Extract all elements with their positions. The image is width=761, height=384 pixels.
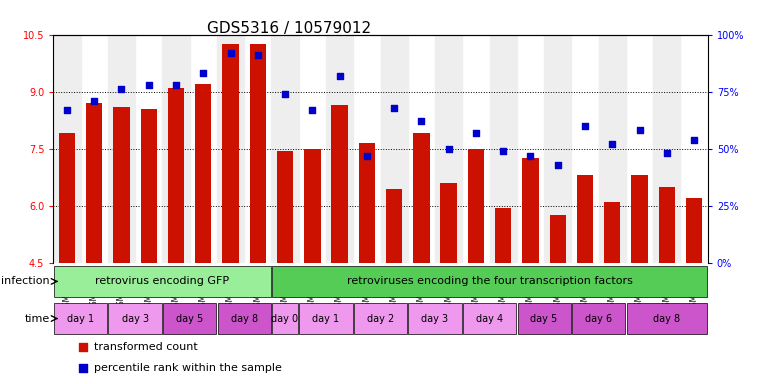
Bar xyxy=(217,35,244,263)
Bar xyxy=(544,35,572,263)
Point xyxy=(361,152,373,159)
Text: day 5: day 5 xyxy=(530,313,558,324)
Point xyxy=(252,52,264,58)
Point xyxy=(416,118,428,124)
Point xyxy=(224,50,237,56)
Bar xyxy=(141,109,157,263)
Bar xyxy=(272,266,707,297)
Text: transformed count: transformed count xyxy=(94,342,198,352)
Text: day 8: day 8 xyxy=(231,313,258,324)
Bar xyxy=(195,84,212,263)
Bar xyxy=(218,303,271,334)
Bar xyxy=(380,35,408,263)
Point xyxy=(579,123,591,129)
Point xyxy=(470,130,482,136)
Text: day 6: day 6 xyxy=(585,313,612,324)
Bar xyxy=(332,105,348,263)
Bar xyxy=(522,158,539,263)
Bar xyxy=(489,35,517,263)
Text: retroviruses encoding the four transcription factors: retroviruses encoding the four transcrip… xyxy=(347,276,632,286)
Bar xyxy=(272,303,298,334)
Bar xyxy=(109,303,161,334)
Point xyxy=(77,366,89,372)
Bar xyxy=(358,143,375,263)
Text: day 4: day 4 xyxy=(476,313,503,324)
Bar xyxy=(167,88,184,263)
Text: percentile rank within the sample: percentile rank within the sample xyxy=(94,364,282,374)
Text: day 0: day 0 xyxy=(272,313,298,324)
Point xyxy=(279,91,291,97)
Bar xyxy=(632,175,648,263)
Bar xyxy=(441,183,457,263)
Point xyxy=(88,98,100,104)
Text: day 1: day 1 xyxy=(313,313,339,324)
Bar xyxy=(54,266,271,297)
Bar xyxy=(326,35,353,263)
Bar xyxy=(59,134,75,263)
Point xyxy=(77,344,89,350)
Bar xyxy=(250,44,266,263)
Text: day 2: day 2 xyxy=(367,313,394,324)
Point xyxy=(333,73,345,79)
Bar xyxy=(163,303,216,334)
Bar xyxy=(409,303,462,334)
Point xyxy=(142,82,154,88)
Bar xyxy=(686,198,702,263)
Point xyxy=(688,137,700,143)
Bar xyxy=(517,303,571,334)
Point xyxy=(607,141,619,147)
Bar xyxy=(86,103,102,263)
Bar xyxy=(54,303,107,334)
Bar xyxy=(53,35,81,263)
Bar xyxy=(604,202,620,263)
Point xyxy=(116,86,128,93)
Point xyxy=(306,107,318,113)
Bar xyxy=(108,35,135,263)
Bar xyxy=(468,149,484,263)
Bar xyxy=(299,303,352,334)
Bar xyxy=(386,189,403,263)
Bar xyxy=(653,35,680,263)
Bar xyxy=(304,149,320,263)
Point xyxy=(552,162,564,168)
Text: day 3: day 3 xyxy=(122,313,148,324)
Point xyxy=(661,150,673,156)
Bar xyxy=(162,35,189,263)
Text: GDS5316 / 10579012: GDS5316 / 10579012 xyxy=(207,21,371,36)
Point xyxy=(170,82,182,88)
Bar xyxy=(435,35,463,263)
Bar xyxy=(113,107,129,263)
Text: time: time xyxy=(25,313,50,324)
Bar xyxy=(413,134,429,263)
Text: retrovirus encoding GFP: retrovirus encoding GFP xyxy=(95,276,229,286)
Text: day 3: day 3 xyxy=(422,313,448,324)
Text: day 1: day 1 xyxy=(67,313,94,324)
Bar xyxy=(495,208,511,263)
Bar xyxy=(577,175,594,263)
Bar xyxy=(626,303,707,334)
Bar xyxy=(572,303,626,334)
Text: day 5: day 5 xyxy=(176,313,203,324)
Bar xyxy=(277,151,293,263)
Point xyxy=(388,104,400,111)
Text: infection: infection xyxy=(2,276,50,286)
Point xyxy=(443,146,455,152)
Bar xyxy=(222,44,239,263)
Point xyxy=(497,148,509,154)
Bar xyxy=(549,215,566,263)
Point xyxy=(61,107,73,113)
Point xyxy=(524,152,537,159)
Text: day 8: day 8 xyxy=(653,313,680,324)
Point xyxy=(197,70,209,76)
Bar xyxy=(354,303,407,334)
Bar xyxy=(463,303,516,334)
Bar xyxy=(272,35,299,263)
Point xyxy=(633,127,645,134)
Bar xyxy=(659,187,675,263)
Bar xyxy=(599,35,626,263)
